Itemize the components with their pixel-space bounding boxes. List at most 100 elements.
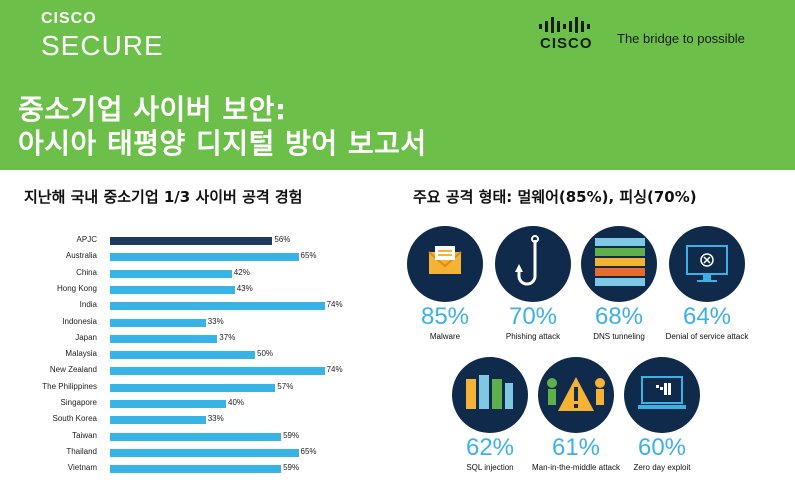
bar-value-label: 37%: [219, 332, 236, 342]
attack-stat: 60% Zero day exploit: [617, 357, 707, 473]
stat-percent: 70%: [508, 303, 558, 330]
bar-row: Indonesia 33%: [40, 315, 400, 331]
bar-row: Vietnam 59%: [40, 461, 400, 477]
bar-category-label: Indonesia: [62, 316, 97, 326]
bar-category-label: China: [76, 267, 97, 277]
bar-value-label: 40%: [228, 398, 245, 407]
bar-row: The Philippines 57%: [40, 380, 400, 396]
bar: [110, 302, 325, 311]
bar-value-label: 74%: [326, 365, 343, 375]
bar-row: Australia 65%: [40, 249, 400, 265]
cisco-logo-word: CISCO: [540, 35, 593, 52]
bar-row: Hong Kong 43%: [40, 282, 400, 298]
bar-category-label: APJC: [76, 235, 97, 244]
database-icon: [452, 357, 528, 433]
bar-row: Thailand 65%: [40, 445, 400, 461]
bar-row: Taiwan 59%: [40, 429, 400, 445]
monitor-icon: [669, 226, 745, 302]
bar: [110, 465, 282, 474]
bar: [110, 383, 276, 392]
stat-label: Malware: [429, 332, 461, 341]
stat-label: Phishing attack: [505, 332, 561, 341]
stat-label: Man-in-the-middle attack: [531, 463, 621, 472]
bar-row: China 42%: [40, 266, 400, 282]
warning-icon: [538, 357, 614, 433]
cisco-logo: CISCO: [538, 17, 598, 53]
bar: [110, 400, 226, 408]
cisco-bars-icon: [539, 17, 590, 33]
bar: [110, 416, 206, 425]
bar-value-label: 33%: [207, 316, 224, 326]
attack-stat: 85% Malware: [400, 226, 490, 342]
stat-percent: 62%: [465, 434, 515, 461]
bar-value-label: 42%: [233, 267, 250, 277]
bar-category-label: India: [79, 300, 97, 310]
tagline: The bridge to possible: [617, 31, 745, 46]
bar-category-label: The Philippines: [42, 381, 97, 391]
bar: [110, 351, 255, 360]
bar: [110, 253, 299, 262]
report-title-line2: 아시아 태평양 디지털 방어 보고서: [18, 127, 427, 160]
bar: [110, 269, 232, 278]
report-title-line1: 중소기업 사이버 보안:: [18, 93, 287, 126]
bar-value-label: 65%: [300, 251, 317, 261]
server-icon: [581, 226, 657, 302]
bar-value-label: 65%: [300, 446, 317, 456]
bar-category-label: Japan: [75, 332, 97, 342]
stat-percent: 60%: [637, 434, 687, 461]
stat-label: DNS tunneling: [593, 332, 645, 341]
bar-value-label: 43%: [236, 283, 253, 293]
stat-label: SQL injection: [466, 463, 514, 472]
country-attack-bar-chart: APJC 56% Australia 65% China 42% Hong Kong 43% I…: [40, 233, 400, 478]
bar-value-label: 33%: [207, 414, 224, 424]
bar-row: Malaysia 50%: [40, 347, 400, 363]
bar-category-label: Hong Kong: [56, 283, 97, 293]
attack-stat: 62% SQL injection: [445, 357, 535, 473]
bar-row: South Korea 33%: [40, 412, 400, 428]
stat-percent: 85%: [420, 303, 470, 330]
stat-percent: 64%: [682, 303, 732, 330]
attack-types-title: 주요 공격 형태: 멀웨어(85%), 피싱(70%): [413, 188, 697, 206]
bar: [110, 432, 282, 441]
brand-name: SECURE: [41, 30, 164, 61]
bar-value-label: 74%: [326, 300, 343, 310]
bar-value-label: 59%: [283, 463, 300, 473]
bar-category-label: South Korea: [52, 414, 97, 424]
bar-value-label: 57%: [277, 381, 294, 391]
laptop-icon: [624, 357, 700, 433]
header-banner: CISCO SECURE CISCO The bridge to possibl…: [0, 0, 795, 170]
fishhook-icon: [495, 226, 571, 302]
attack-stat: 64% Denial of service attack: [662, 226, 752, 342]
bar: [110, 285, 235, 294]
envelope-icon: [407, 226, 483, 302]
attack-stat: 68% DNS tunneling: [574, 226, 664, 342]
bar-row: APJC 56%: [40, 233, 400, 249]
stat-percent: 68%: [594, 303, 644, 330]
bar-row: India 74%: [40, 298, 400, 314]
bar-category-label: Australia: [65, 251, 97, 261]
brand-small: CISCO: [41, 10, 97, 27]
bar: [110, 334, 218, 343]
bar: [110, 367, 325, 376]
bar: [110, 448, 299, 457]
bar-value-label: 59%: [283, 430, 300, 440]
bar-category-label: Vietnam: [67, 463, 97, 473]
attack-stat: 70% Phishing attack: [488, 226, 578, 342]
bar-row: Singapore 40%: [40, 396, 400, 412]
bar-row: Japan 37%: [40, 331, 400, 347]
bar-value-label: 50%: [257, 349, 274, 359]
bar-value-label: 56%: [274, 235, 291, 244]
chart-section-title: 지난해 국내 중소기업 1/3 사이버 공격 경험: [24, 188, 303, 206]
bar: [110, 237, 273, 245]
bar-category-label: Singapore: [60, 398, 97, 407]
stat-label: Zero day exploit: [633, 463, 691, 472]
bar-category-label: Thailand: [66, 446, 97, 456]
bar: [110, 318, 206, 327]
bar-category-label: Malaysia: [65, 349, 97, 359]
bar-category-label: New Zealand: [49, 365, 97, 375]
attack-stat: 61% Man-in-the-middle attack: [531, 357, 621, 473]
stat-percent: 61%: [551, 434, 601, 461]
bar-category-label: Taiwan: [72, 430, 97, 440]
bar-row: New Zealand 74%: [40, 363, 400, 379]
stat-label: Denial of service attack: [665, 332, 749, 341]
